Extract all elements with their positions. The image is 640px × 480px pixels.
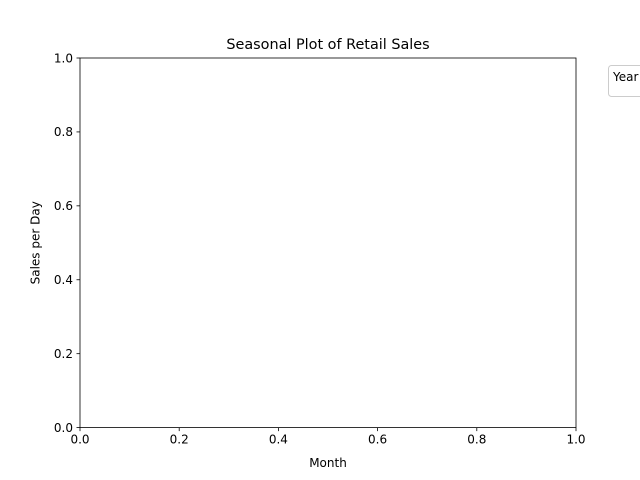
y-tick-label: 1.0 [54,51,73,65]
axes-frame [79,57,577,429]
x-axis-label: Month [309,456,347,470]
y-tick-label: 0.8 [54,125,73,139]
x-tick-label: 0.0 [70,433,89,447]
y-axis-ticks: 0.0 0.2 0.4 0.6 0.8 1.0 [54,51,80,435]
y-tick-label: 0.4 [54,273,73,287]
x-axis-ticks: 0.0 0.2 0.4 0.6 0.8 1.0 [70,427,586,447]
y-tick-label: 0.0 [54,421,73,435]
x-tick-label: 0.6 [368,433,387,447]
x-tick-label: 1.0 [566,433,585,447]
y-axis-label: Sales per Day [29,201,43,284]
y-tick-label: 0.6 [54,199,73,213]
x-tick-label: 0.4 [269,433,288,447]
x-tick-label: 0.2 [170,433,189,447]
legend-frame [608,65,640,97]
legend-title: Year [612,70,638,84]
chart-title: Seasonal Plot of Retail Sales [226,37,429,53]
legend: Year [608,65,640,97]
axes-background [80,58,576,428]
plot-area [80,58,576,428]
y-tick-label: 0.2 [54,347,73,361]
x-tick-label: 0.8 [467,433,486,447]
